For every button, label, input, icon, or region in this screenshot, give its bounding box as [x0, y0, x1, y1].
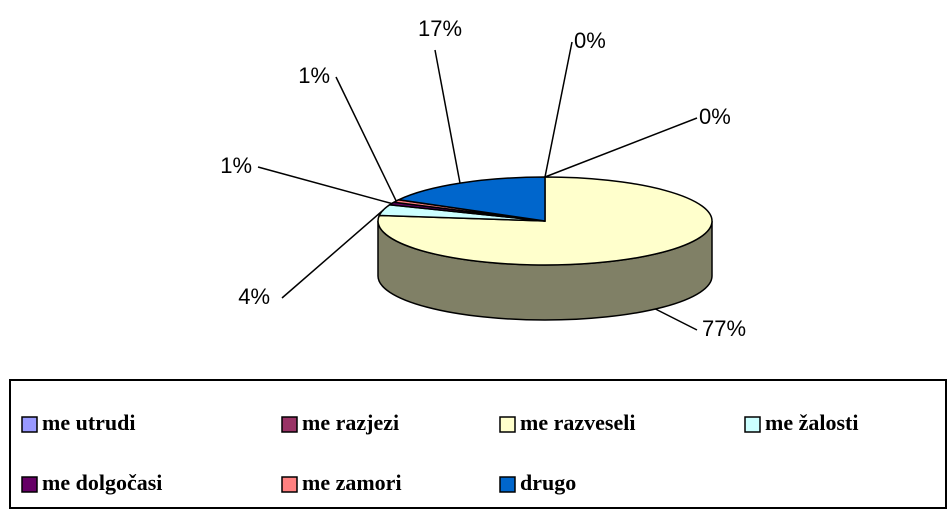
legend-label: me razveseli — [520, 410, 635, 435]
legend-swatch — [21, 476, 38, 493]
data-label: 1% — [220, 153, 252, 178]
legend-box — [9, 379, 947, 509]
leader-line — [257, 166, 392, 205]
legend-label: me utrudi — [42, 410, 136, 435]
legend-label: me razjezi — [302, 410, 399, 435]
leader-line — [544, 41, 573, 178]
leader-line — [281, 209, 384, 299]
leader-line — [335, 76, 397, 202]
pie-slice — [377, 176, 713, 266]
pie-slice — [396, 176, 546, 222]
legend-swatch — [744, 416, 761, 433]
legend-swatch — [281, 476, 298, 493]
legend-label: drugo — [520, 470, 576, 495]
data-label: 4% — [238, 284, 270, 309]
data-label: 17% — [418, 16, 462, 41]
data-label: 0% — [574, 28, 606, 53]
legend-swatch — [499, 476, 516, 493]
legend-label: me dolgočasi — [42, 470, 162, 495]
legend-swatch — [281, 416, 298, 433]
leader-line — [655, 308, 698, 331]
data-label: 77% — [702, 316, 746, 341]
legend-swatch — [21, 416, 38, 433]
legend-swatch — [499, 416, 516, 433]
data-label: 0% — [699, 104, 731, 129]
legend-label: me žalosti — [765, 410, 858, 435]
leader-line — [544, 117, 698, 178]
legend-label: me zamori — [302, 470, 402, 495]
data-label: 1% — [298, 63, 330, 88]
leader-line — [434, 49, 461, 184]
